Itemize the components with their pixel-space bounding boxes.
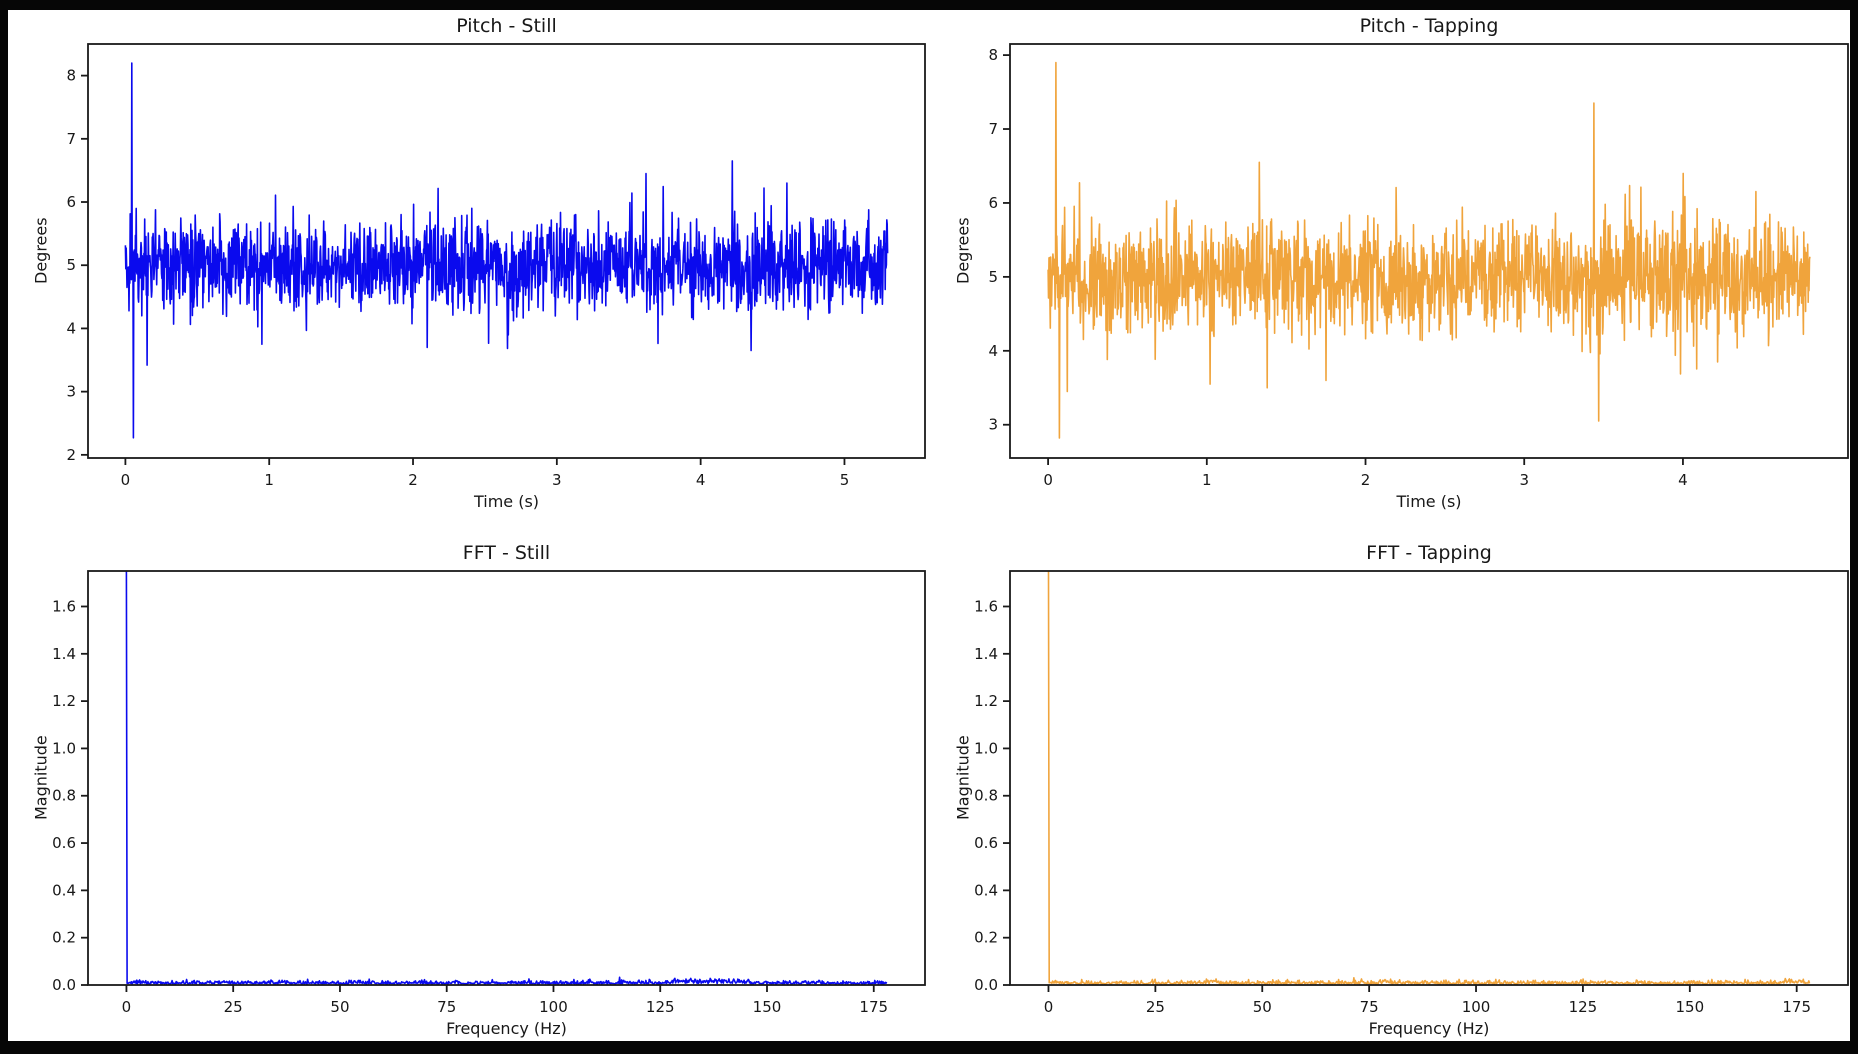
y-tick-label: 0.6: [52, 834, 76, 852]
y-tick-label: 0.4: [974, 881, 998, 899]
pitch-tapping-spines: [1009, 43, 1849, 459]
y-tick-label: 1.4: [52, 645, 76, 663]
x-tick-label: 175: [1782, 998, 1811, 1016]
fft-tapping-spines: [1009, 570, 1849, 986]
y-tick-label: 3: [988, 416, 998, 434]
fft-tapping-curve: [1047, 570, 1811, 985]
y-tick-label: 5: [66, 256, 76, 274]
plot-title-fft-tapping: FFT - Tapping: [1366, 542, 1492, 564]
y-tick-label: 7: [988, 120, 998, 138]
y-tick-label: 1.4: [974, 645, 998, 663]
pitch-still-curve: [124, 62, 889, 439]
x-tick-label: 100: [1462, 998, 1491, 1016]
y-tick-label: 0.0: [52, 976, 76, 994]
x-tick-label: 150: [753, 998, 782, 1016]
y-tick-label: 1.0: [974, 739, 998, 757]
y-axis-label-degrees-still: Degrees: [31, 217, 51, 285]
x-tick-label: 4: [696, 471, 706, 489]
x-tick-label: 125: [1569, 998, 1598, 1016]
x-tick-label: 3: [1519, 471, 1529, 489]
y-axis-label-magnitude-tapping: Magnitude: [953, 735, 973, 821]
y-tick-label: 4: [988, 342, 998, 360]
x-tick-label: 75: [437, 998, 456, 1016]
y-axis-label-magnitude-still: Magnitude: [31, 735, 51, 821]
pitch-still-axes: 0 1 2 3 4 5 2 3 4 5 6 7 8: [66, 43, 926, 489]
y-tick-label: 5: [988, 268, 998, 286]
y-tick-label: 1.6: [52, 597, 76, 615]
x-tick-label: 2: [1361, 471, 1371, 489]
x-tick-label: 0: [1043, 471, 1053, 489]
y-tick-label: 8: [66, 67, 76, 85]
x-axis-label-frequency-still: Frequency (Hz): [446, 1019, 567, 1038]
y-tick-label: 1.2: [52, 692, 76, 710]
x-tick-label: 1: [1202, 471, 1212, 489]
y-tick-label: 0.8: [974, 787, 998, 805]
plots-layer: 0 1 2 3 4 5 2 3 4 5 6 7 8 0 1 2 3 4 3 4 5 6 7 8 0 25 50 75 100 125 150…: [52, 43, 1849, 1016]
y-tick-label: 4: [66, 319, 76, 337]
plot-title-pitch-still: Pitch - Still: [456, 15, 557, 37]
y-tick-label: 3: [66, 383, 76, 401]
x-tick-label: 50: [330, 998, 349, 1016]
fft-still-axes: 0 25 50 75 100 125 150 175 0.0 0.2 0.4 0.6 0.8 1.0 1.2…: [52, 570, 926, 1016]
y-tick-label: 0.2: [974, 929, 998, 947]
x-tick-label: 150: [1675, 998, 1704, 1016]
y-tick-label: 7: [66, 130, 76, 148]
x-tick-label: 3: [552, 471, 562, 489]
fft-still-spines: [87, 570, 926, 986]
y-tick-label: 0.6: [974, 834, 998, 852]
pitch-tapping-axes: 0 1 2 3 4 3 4 5 6 7 8: [988, 43, 1849, 489]
y-tick-label: 1.0: [52, 739, 76, 757]
x-tick-label: 0: [1044, 998, 1054, 1016]
y-tick-label: 6: [988, 194, 998, 212]
x-tick-label: 100: [539, 998, 568, 1016]
y-tick-label: 1.2: [974, 692, 998, 710]
x-tick-label: 2: [408, 471, 418, 489]
pitch-tapping-curve: [1047, 61, 1811, 439]
x-tick-label: 1: [264, 471, 274, 489]
fft-still-curve: [125, 570, 888, 985]
y-tick-label: 0.4: [52, 881, 76, 899]
x-tick-label: 25: [224, 998, 243, 1016]
y-tick-label: 6: [66, 193, 76, 211]
y-tick-label: 0.8: [52, 787, 76, 805]
x-tick-label: 25: [1146, 998, 1165, 1016]
x-axis-label-time-still: Time (s): [473, 492, 540, 511]
x-tick-label: 0: [122, 998, 132, 1016]
y-tick-label: 1.6: [974, 597, 998, 615]
x-tick-label: 175: [859, 998, 888, 1016]
x-tick-label: 125: [646, 998, 675, 1016]
y-tick-label: 0.0: [974, 976, 998, 994]
plot-title-fft-still: FFT - Still: [462, 542, 551, 564]
x-tick-label: 4: [1678, 471, 1688, 489]
fft-tapping-axes: 0 25 50 75 100 125 150 175 0.0 0.2 0.4 0.6 0.8 1.0 1.2…: [974, 570, 1849, 1016]
x-tick-label: 5: [840, 471, 850, 489]
y-tick-label: 8: [988, 46, 998, 64]
x-tick-label: 50: [1253, 998, 1272, 1016]
pitch-still-spines: [87, 43, 926, 459]
figure-canvas: 0 1 2 3 4 5 2 3 4 5 6 7 8 0 1 2 3 4 3 4 5 6 7 8 0 25 50 75 100 125 150…: [8, 10, 1850, 1041]
plot-title-pitch-tapping: Pitch - Tapping: [1359, 15, 1499, 37]
y-tick-label: 0.2: [52, 929, 76, 947]
y-tick-label: 2: [66, 446, 76, 464]
y-axis-label-degrees-tapping: Degrees: [953, 217, 973, 285]
x-axis-label-frequency-tapping: Frequency (Hz): [1368, 1019, 1490, 1038]
x-axis-label-time-tapping: Time (s): [1396, 492, 1462, 511]
x-tick-label: 0: [121, 471, 131, 489]
x-tick-label: 75: [1360, 998, 1379, 1016]
